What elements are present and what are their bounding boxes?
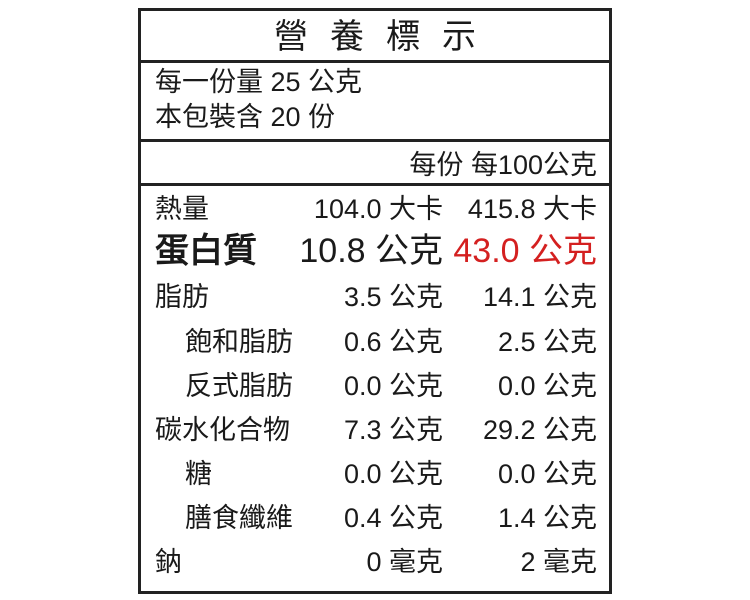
- row-saturated-fat: 飽和脂肪 0.6 公克 2.5 公克: [141, 320, 609, 364]
- row-calories: 熱量 104.0 大卡 415.8 大卡: [141, 187, 609, 231]
- serving-size: 每一份量 25 公克: [155, 67, 363, 97]
- row-trans-fat: 反式脂肪 0.0 公克 0.0 公克: [141, 364, 609, 408]
- header-per-serving: 每份: [409, 150, 464, 180]
- divider: [141, 183, 609, 186]
- row-label: 飽和脂肪: [185, 327, 293, 357]
- value-per-100g: 0.0 公克: [497, 371, 597, 401]
- divider: [141, 60, 609, 63]
- value-per-serving: 0.6 公克: [343, 327, 443, 357]
- row-label: 膳食纖維: [185, 503, 293, 533]
- row-label: 糖: [185, 459, 212, 489]
- value-per-100g-highlight: 43.0 公克: [453, 232, 597, 270]
- divider: [141, 139, 609, 142]
- servings-per-package: 本包裝含 20 份: [155, 102, 336, 132]
- value-per-100g: 29.2 公克: [482, 415, 597, 445]
- value-per-100g: 0.0 公克: [497, 459, 597, 489]
- value-per-serving: 0 毫克: [366, 547, 443, 577]
- row-label: 反式脂肪: [185, 371, 293, 401]
- value-per-serving: 3.5 公克: [343, 282, 443, 312]
- value-per-100g: 14.1 公克: [482, 282, 597, 312]
- row-label: 熱量: [155, 194, 209, 224]
- row-sodium: 鈉 0 毫克 2 毫克: [141, 540, 609, 584]
- nutrition-label: 營養標示 每一份量 25 公克 本包裝含 20 份 每份 每100公克 熱量 1…: [138, 8, 612, 594]
- value-per-serving: 7.3 公克: [343, 415, 443, 445]
- value-per-100g: 415.8 大卡: [467, 194, 597, 224]
- value-per-serving: 0.4 公克: [343, 503, 443, 533]
- value-per-100g: 1.4 公克: [497, 503, 597, 533]
- row-label: 鈉: [155, 547, 182, 577]
- row-label: 碳水化合物: [155, 415, 290, 445]
- value-per-serving: 104.0 大卡: [313, 194, 443, 224]
- label-title: 營養標示: [274, 18, 498, 56]
- value-per-100g: 2 毫克: [520, 547, 597, 577]
- row-sugar: 糖 0.0 公克 0.0 公克: [141, 452, 609, 496]
- row-fat: 脂肪 3.5 公克 14.1 公克: [141, 275, 609, 319]
- row-dietary-fiber: 膳食纖維 0.4 公克 1.4 公克: [141, 496, 609, 540]
- value-per-serving: 10.8 公克: [299, 232, 443, 270]
- row-label: 蛋白質: [155, 232, 257, 270]
- serving-info: 每一份量 25 公克 本包裝含 20 份: [155, 65, 362, 135]
- column-headers: 每份 每100公克: [409, 145, 597, 185]
- row-protein: 蛋白質 10.8 公克 43.0 公克: [141, 229, 609, 273]
- row-carbohydrate: 碳水化合物 7.3 公克 29.2 公克: [141, 408, 609, 452]
- value-per-serving: 0.0 公克: [343, 371, 443, 401]
- header-per-100g: 每100公克: [470, 150, 597, 180]
- row-label: 脂肪: [155, 282, 209, 312]
- value-per-100g: 2.5 公克: [497, 327, 597, 357]
- value-per-serving: 0.0 公克: [343, 459, 443, 489]
